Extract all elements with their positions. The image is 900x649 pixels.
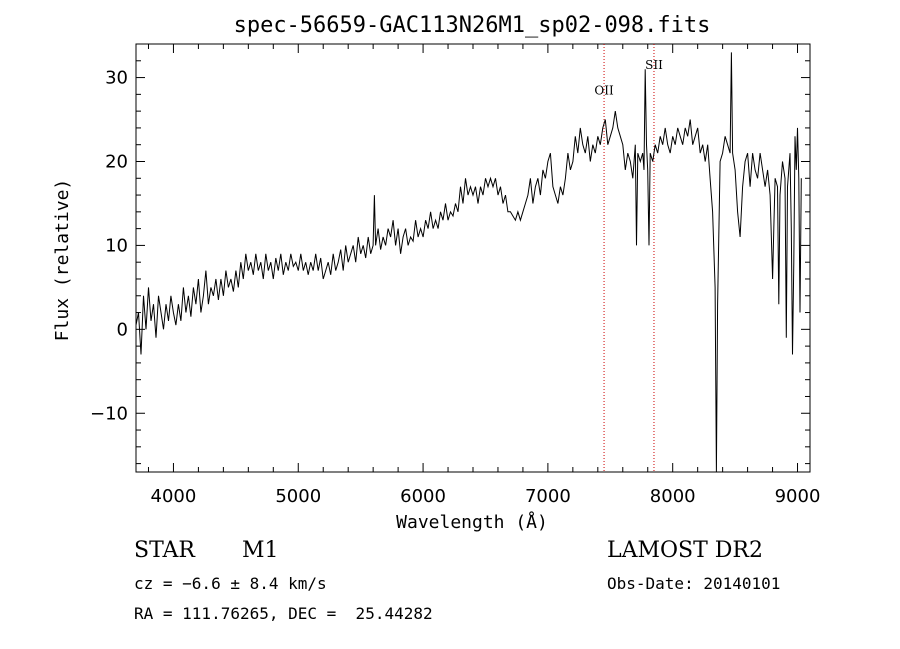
radec-text: RA = 111.76265, DEC = 25.44282	[134, 604, 433, 623]
y-tick-label: 20	[105, 151, 128, 172]
line-markers	[603, 44, 655, 472]
axis-ticks: 4000 5000 6000 7000 8000 9000 −10 0 10 20 30	[90, 43, 821, 507]
subclass-label: M1	[242, 538, 279, 563]
chart-title: spec-56659-GAC113N26M1_sp02-098.fits	[234, 13, 711, 38]
x-tick-label: 9000	[775, 486, 821, 507]
y-tick-label: 10	[105, 235, 128, 256]
x-axis-label: Wavelength (Å)	[396, 511, 548, 533]
class-label: STAR	[134, 538, 195, 563]
x-tick-label: 7000	[525, 486, 571, 507]
obs-date: Obs-Date: 20140101	[607, 574, 781, 593]
x-tick-label: 4000	[151, 486, 197, 507]
line-labels: OII SII	[594, 58, 663, 97]
marker-label: SII	[645, 58, 663, 72]
cz-text: cz = −6.6 ± 8.4 km/s	[134, 574, 327, 593]
y-tick-label: 0	[117, 319, 128, 340]
x-tick-label: 8000	[650, 486, 696, 507]
x-tick-label: 6000	[400, 486, 446, 507]
survey-label: LAMOST DR2	[607, 538, 763, 563]
x-tick-label: 5000	[275, 486, 321, 507]
spectrum-line	[135, 52, 802, 473]
plot-frame	[135, 43, 811, 473]
y-tick-label: −10	[90, 403, 128, 424]
marker-label: OII	[594, 83, 614, 97]
y-axis-label: Flux (relative)	[52, 179, 73, 342]
y-tick-label: 30	[105, 68, 128, 89]
